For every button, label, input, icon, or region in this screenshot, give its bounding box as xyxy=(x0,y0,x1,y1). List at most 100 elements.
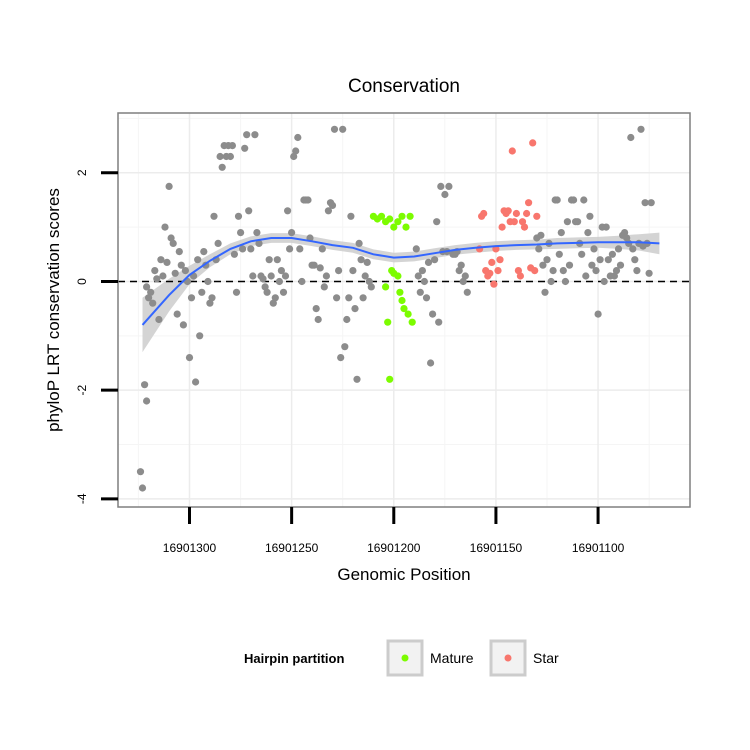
point-other xyxy=(553,196,561,204)
point-other xyxy=(263,288,271,296)
point-other xyxy=(559,267,567,275)
point-other xyxy=(549,267,557,275)
point-other xyxy=(570,196,578,204)
point-other xyxy=(367,283,375,291)
point-other xyxy=(414,272,422,280)
point-other xyxy=(198,288,206,296)
point-other xyxy=(286,245,294,253)
point-other xyxy=(541,288,549,296)
point-other xyxy=(200,248,208,256)
point-mature xyxy=(400,305,408,313)
point-other xyxy=(304,196,312,204)
point-other xyxy=(218,163,226,171)
x-axis: 16901300 16901250 16901200 16901150 16901100 xyxy=(163,507,625,555)
legend-dot-star xyxy=(504,654,512,662)
point-other xyxy=(608,250,617,258)
point-other xyxy=(621,229,629,237)
point-other xyxy=(239,245,247,253)
point-other xyxy=(265,256,273,264)
point-other xyxy=(412,245,420,253)
point-other xyxy=(136,468,145,476)
point-other xyxy=(645,269,653,277)
point-mature xyxy=(384,318,392,326)
point-other xyxy=(273,256,281,264)
point-other xyxy=(596,256,604,264)
point-other xyxy=(614,245,623,253)
point-other xyxy=(271,294,279,302)
point-mature xyxy=(377,212,386,220)
point-other xyxy=(277,267,285,275)
point-other xyxy=(204,277,212,286)
point-other xyxy=(149,299,157,307)
point-other xyxy=(241,144,249,152)
point-other xyxy=(143,397,151,405)
point-other xyxy=(337,354,345,362)
point-other xyxy=(457,261,465,269)
point-other xyxy=(259,275,267,283)
gridlines xyxy=(118,113,690,507)
point-other xyxy=(251,131,259,139)
chart-title: Conservation xyxy=(348,76,460,97)
point-other xyxy=(275,277,283,286)
point-other xyxy=(353,375,361,383)
x-tick-label: 16901200 xyxy=(367,541,421,555)
y-tick-label: -2 xyxy=(75,385,89,396)
point-other xyxy=(243,131,251,139)
legend-label-star: Star xyxy=(533,650,559,666)
point-star xyxy=(529,139,537,147)
x-axis-title: Genomic Position xyxy=(337,565,470,584)
point-other xyxy=(416,288,424,296)
point-other xyxy=(429,310,437,318)
point-other xyxy=(351,305,359,313)
point-other xyxy=(165,182,173,190)
legend-label-mature: Mature xyxy=(430,650,474,666)
point-star xyxy=(516,272,525,280)
point-other xyxy=(604,256,612,264)
point-other xyxy=(155,315,163,324)
point-other xyxy=(561,277,570,286)
point-star xyxy=(531,267,539,275)
point-mature xyxy=(402,223,410,231)
point-other xyxy=(194,256,202,264)
point-other xyxy=(284,207,292,215)
point-other xyxy=(314,315,322,324)
point-other xyxy=(365,277,373,286)
point-other xyxy=(192,378,200,386)
point-other xyxy=(177,261,185,269)
point-other xyxy=(539,261,547,269)
point-other xyxy=(294,133,302,142)
point-mature xyxy=(386,215,394,223)
point-star xyxy=(494,267,502,275)
point-other xyxy=(157,256,165,264)
point-other xyxy=(245,207,253,215)
point-other xyxy=(214,239,222,247)
x-tick-label: 16901250 xyxy=(265,541,319,555)
point-other xyxy=(208,294,216,302)
point-star xyxy=(518,218,527,226)
point-other xyxy=(335,267,343,275)
point-other xyxy=(584,229,592,237)
point-other xyxy=(418,267,426,275)
point-other xyxy=(151,267,159,275)
point-other xyxy=(312,305,320,313)
point-other xyxy=(602,223,610,231)
scatter-points xyxy=(136,125,655,492)
point-other xyxy=(459,277,467,286)
point-mature xyxy=(398,296,406,305)
point-other xyxy=(187,294,196,302)
point-other xyxy=(279,288,288,296)
point-star xyxy=(520,223,529,231)
point-other xyxy=(234,212,243,220)
point-other xyxy=(347,212,355,220)
point-other xyxy=(228,142,236,150)
point-other xyxy=(147,288,155,296)
point-mature xyxy=(394,218,402,226)
point-other xyxy=(330,125,339,133)
point-star xyxy=(490,280,498,288)
x-tick-label: 16901100 xyxy=(572,541,625,555)
point-star xyxy=(512,209,521,218)
point-other xyxy=(586,212,594,220)
point-mature xyxy=(398,212,406,220)
point-other xyxy=(361,272,369,280)
point-other xyxy=(441,190,449,199)
